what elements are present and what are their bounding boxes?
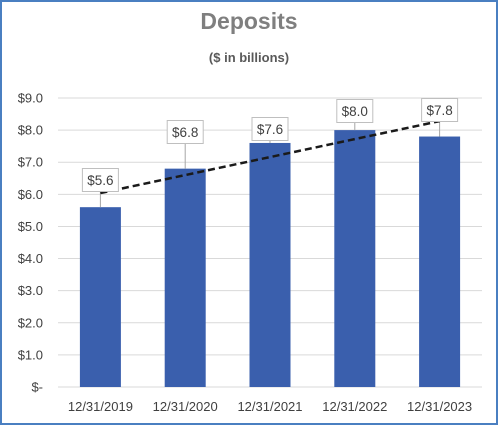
bar	[79, 207, 121, 387]
data-label-box	[336, 99, 374, 123]
y-tick-label: $7.0	[18, 155, 43, 170]
trendline-path	[100, 119, 440, 195]
y-tick-label: $8.0	[18, 123, 43, 138]
trendline	[100, 119, 440, 195]
y-axis: $- $1.0 $2.0 $3.0 $4.0 $5.0 $6.0 $7.0 $8.0 $9.0	[18, 91, 43, 395]
bar	[334, 130, 376, 387]
y-tick-label: $9.0	[18, 91, 43, 106]
y-tick-label: $3.0	[18, 283, 43, 298]
bar	[419, 136, 461, 387]
y-tick-label: $2.0	[18, 315, 43, 330]
y-tick-label: $1.0	[18, 347, 43, 362]
data-labels: $5.6 $6.8 $7.6 $8.0 $7.8	[81, 98, 459, 192]
data-label-box	[81, 168, 119, 192]
data-label: $7.8	[426, 103, 452, 118]
x-tick-label: 12/31/2019	[68, 399, 133, 414]
y-tick-label: $5.0	[18, 219, 43, 234]
y-tick-label: $6.0	[18, 187, 43, 202]
label-leaders	[99, 121, 441, 208]
data-label: $6.8	[172, 125, 198, 140]
x-tick-label: 12/31/2023	[407, 399, 472, 414]
data-label-box	[166, 120, 204, 144]
chart-title: Deposits	[200, 8, 297, 34]
data-label: $7.6	[257, 122, 283, 137]
bars	[79, 130, 461, 387]
bar	[164, 168, 206, 387]
y-tick-label: $4.0	[18, 251, 43, 266]
x-tick-label: 12/31/2022	[322, 399, 387, 414]
data-label-box	[421, 98, 459, 122]
x-tick-label: 12/31/2021	[237, 399, 302, 414]
x-tick-label: 12/31/2020	[153, 399, 218, 414]
data-label-box	[251, 117, 289, 141]
data-label: $8.0	[342, 104, 368, 119]
bar	[249, 142, 291, 387]
chart-subtitle: ($ in billions)	[209, 50, 289, 65]
x-axis: 12/31/2019 12/31/2020 12/31/2021 12/31/2022…	[68, 399, 472, 414]
data-label: $5.6	[87, 173, 113, 188]
y-tick-label: $-	[31, 380, 43, 395]
